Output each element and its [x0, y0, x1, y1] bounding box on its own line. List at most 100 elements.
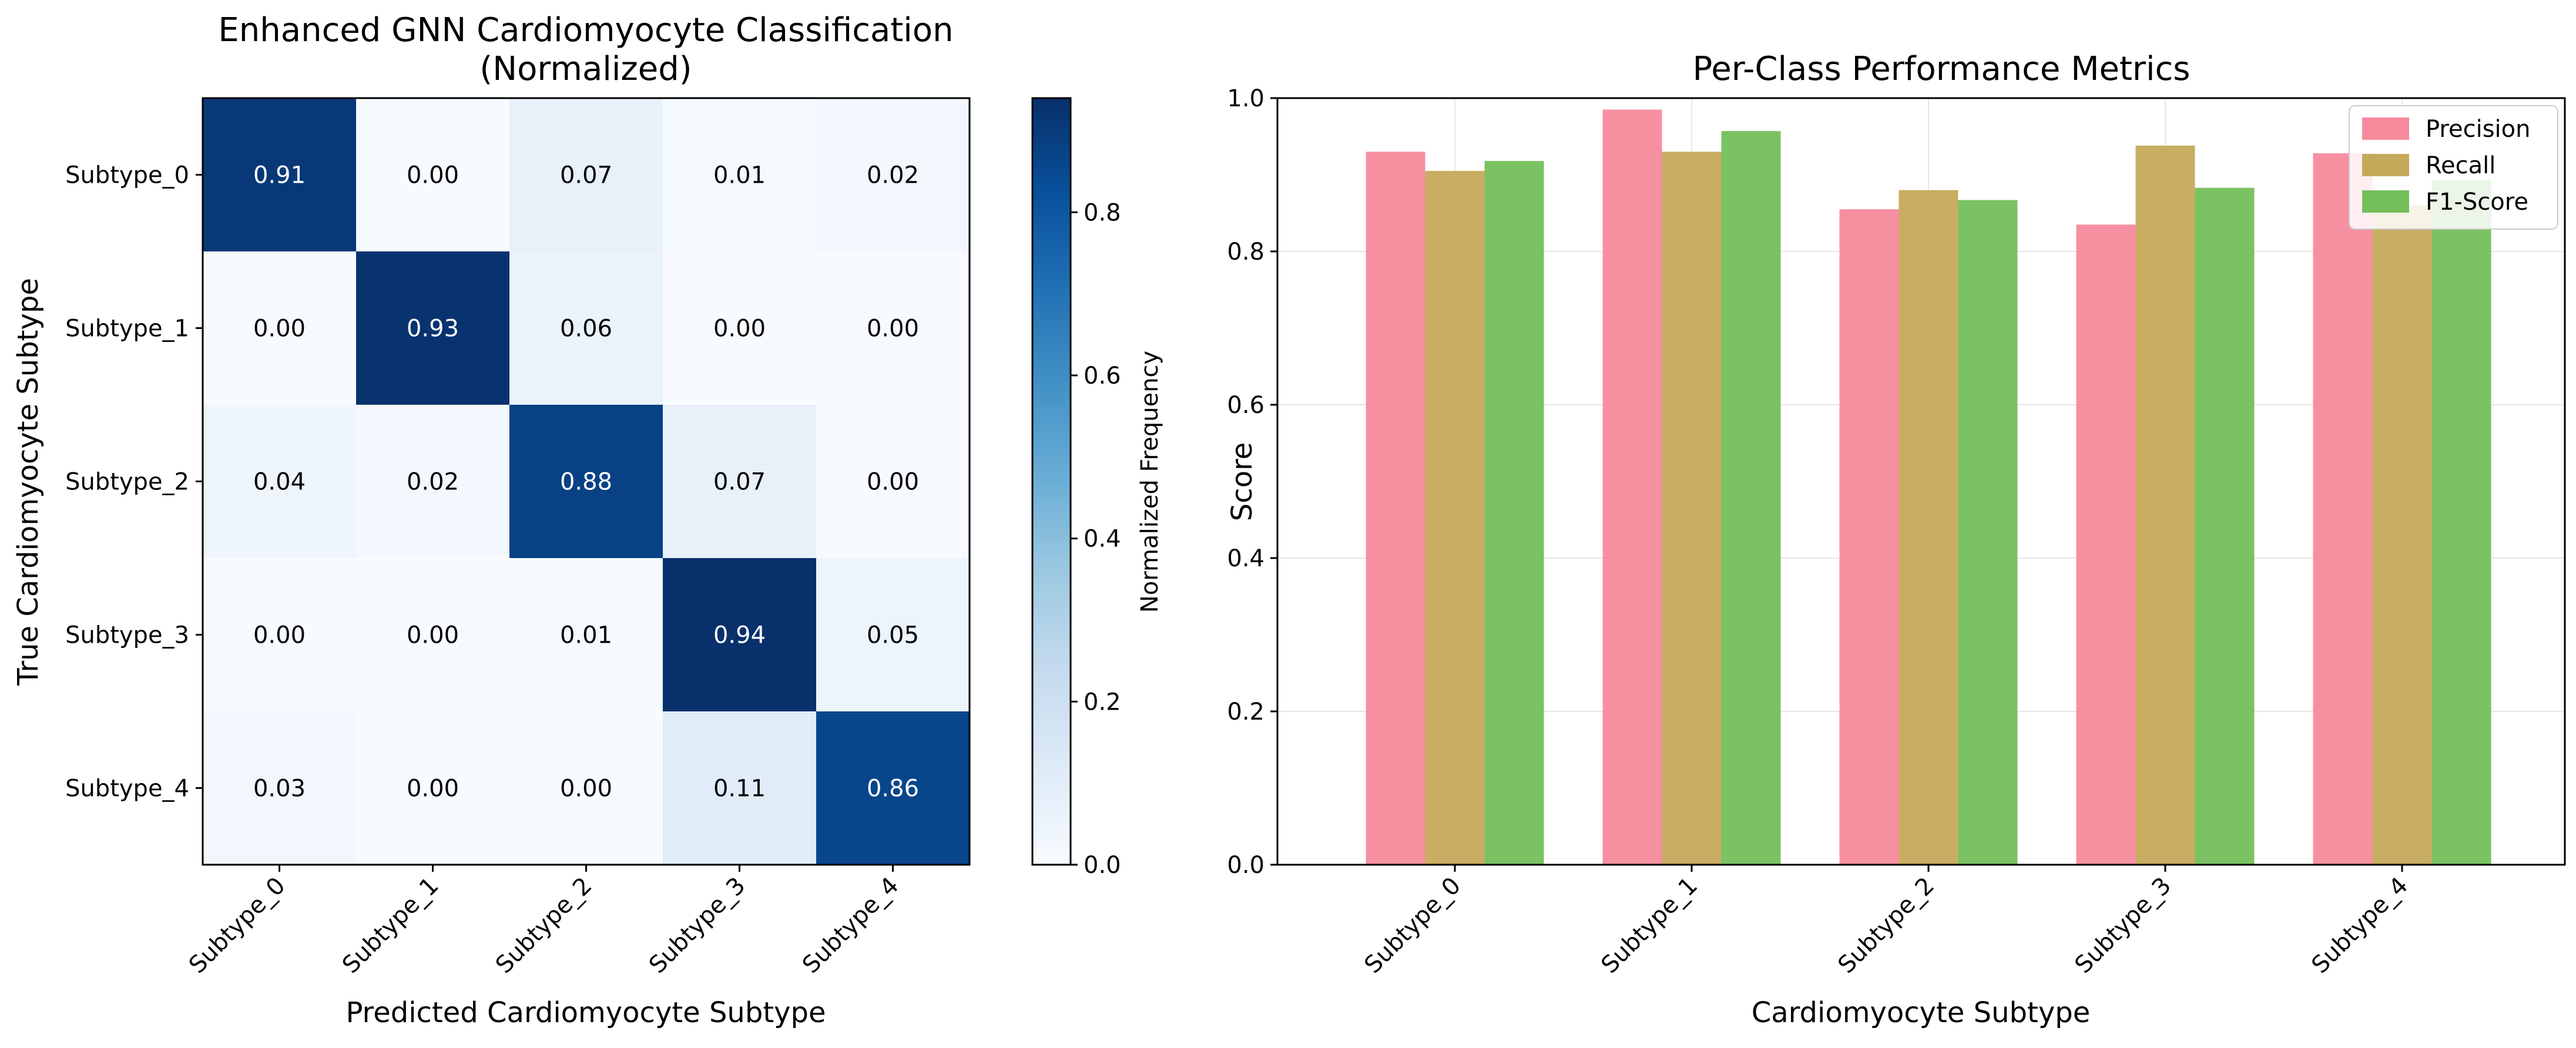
heatmap-y-tick-label: Subtype_4	[65, 775, 189, 802]
bar-ylabel: Score	[1226, 442, 1259, 521]
bar-f1-score-subtype-1	[1721, 131, 1781, 865]
heatmap-cell	[356, 251, 509, 405]
bar-chart-panel: Per-Class Performance Metrics 0.0 0.2 0.4 0…	[1226, 50, 2566, 1029]
legend-label: Recall	[2426, 152, 2496, 179]
bar-xlabel: Cardiomyocyte Subtype	[1752, 996, 2091, 1029]
colorbar	[1031, 97, 1072, 866]
heatmap-cell	[816, 558, 970, 711]
heatmap-cell-label: 0.88	[560, 469, 612, 496]
heatmap-cell-label: 0.05	[867, 622, 919, 649]
bar-recall-subtype-1	[1662, 152, 1722, 865]
legend-label: Precision	[2426, 116, 2530, 143]
heatmap-cell	[509, 251, 663, 405]
bar-f1-score-subtype-3	[2195, 187, 2255, 865]
heatmap-cell-label: 0.00	[560, 775, 612, 802]
bar-y-tick-label: 0.0	[1227, 852, 1264, 879]
bar-y-tick-label: 0.2	[1227, 698, 1264, 725]
heatmap-cell-label: 0.93	[407, 315, 459, 342]
heatmap-y-tick-label: Subtype_1	[65, 315, 189, 342]
colorbar-tick-label: 0.6	[1084, 362, 1121, 389]
heatmap-cell-label: 0.00	[407, 622, 459, 649]
bar-x-tick-label: Subtype_2	[1833, 872, 1940, 979]
heatmap-cell-label: 0.11	[713, 775, 766, 802]
heatmap-cell-label: 0.06	[560, 315, 612, 342]
bar-series	[1366, 109, 2491, 865]
heatmap-title: Enhanced GNN Cardiomyocyte Classificatio…	[218, 11, 953, 49]
bar-precision-subtype-4	[2313, 153, 2373, 865]
bar-x-tick-label: Subtype_1	[1596, 872, 1703, 979]
colorbar-label: Normalized Frequency	[1136, 351, 1163, 613]
heatmap-cell-label: 0.00	[253, 315, 306, 342]
heatmap-y-tick-label: Subtype_3	[65, 622, 189, 649]
heatmap-cell-label: 0.04	[253, 469, 306, 496]
heatmap-cell-label: 0.94	[713, 622, 766, 649]
heatmap-cell	[663, 558, 816, 711]
bar-y-tick-label: 0.4	[1227, 545, 1264, 572]
heatmap-cell	[663, 251, 816, 405]
heatmap-xlabel: Predicted Cardiomyocyte Subtype	[346, 996, 826, 1029]
heatmap-cell	[509, 405, 663, 558]
heatmap-cell-label: 0.01	[713, 162, 766, 189]
heatmap-cell-label: 0.07	[713, 469, 766, 496]
heatmap-x-tick-label: Subtype_0	[184, 872, 291, 979]
heatmap-subtitle: (Normalized)	[479, 50, 692, 88]
heatmap-x-ticks: Subtype_0 Subtype_1 Subtype_2 Subtype_3 Subt…	[184, 865, 904, 979]
heatmap-cell	[509, 711, 663, 865]
heatmap-cell	[203, 711, 356, 865]
heatmap-x-tick-label: Subtype_3	[644, 872, 751, 979]
heatmap-y-ticks: Subtype_0 Subtype_1 Subtype_2 Subtype_3 Subt…	[65, 162, 203, 802]
colorbar-tick-label: 0.2	[1084, 688, 1121, 716]
heatmap-cell	[203, 558, 356, 711]
colorbar-tick-label: 0.4	[1084, 526, 1121, 553]
heatmap-cell	[203, 405, 356, 558]
heatmap-cell-label: 0.07	[560, 162, 612, 189]
legend-swatch	[2362, 117, 2409, 140]
heatmap-x-tick-label: Subtype_1	[337, 872, 444, 979]
bar-y-tick-label: 0.8	[1227, 239, 1264, 266]
heatmap-cell	[356, 711, 509, 865]
bar-legend: Precision Recall F1-Score	[2349, 105, 2558, 230]
heatmap-y-tick-label: Subtype_2	[65, 469, 189, 496]
heatmap-cell	[509, 558, 663, 711]
bar-x-tick-label: Subtype_3	[2069, 872, 2176, 979]
heatmap-cell-label: 0.00	[713, 315, 766, 342]
bar-y-tick-label: 0.6	[1227, 392, 1264, 419]
heatmap-ylabel: True Cardiomyocyte Subtype	[12, 278, 45, 686]
bar-precision-subtype-0	[1366, 152, 1425, 865]
heatmap-cell	[816, 98, 970, 251]
heatmap-cell	[663, 98, 816, 251]
bar-x-tick-label: Subtype_4	[2306, 872, 2413, 979]
heatmap-cell	[663, 405, 816, 558]
colorbar-tick-label: 0.8	[1084, 199, 1121, 226]
bar-precision-subtype-2	[1839, 209, 1899, 865]
bar-precision-subtype-1	[1602, 109, 1662, 865]
bar-axes-frame	[1276, 97, 2566, 866]
heatmap-cell-label: 0.03	[253, 775, 306, 802]
heatmap-cell	[663, 711, 816, 865]
confusion-matrix-panel: Enhanced GNN Cardiomyocyte Classificatio…	[12, 11, 1163, 1029]
heatmap-cell-labels: 0.91 0.00 0.07 0.01 0.02 0.00 0.93 0.06 0.00 0.00…	[253, 162, 919, 802]
heatmap-cell-label: 0.00	[253, 622, 306, 649]
heatmap-cell-label: 0.00	[407, 162, 459, 189]
legend-swatch	[2362, 190, 2409, 213]
heatmap-cell-label: 0.00	[867, 315, 919, 342]
bar-title: Per-Class Performance Metrics	[1693, 50, 2191, 88]
heatmap-cell-label: 0.01	[560, 622, 612, 649]
heatmap-cell	[816, 251, 970, 405]
legend-label: F1-Score	[2426, 189, 2528, 216]
heatmap-cell	[356, 558, 509, 711]
heatmap-cell	[203, 251, 356, 405]
heatmap-cell	[816, 405, 970, 558]
heatmap-x-tick-label: Subtype_2	[491, 872, 598, 979]
heatmap-cell	[356, 98, 509, 251]
bar-f1-score-subtype-0	[1484, 161, 1544, 865]
heatmap-cells	[203, 98, 970, 865]
bar-recall-subtype-4	[2372, 205, 2432, 865]
heatmap-cell-label: 0.91	[253, 162, 306, 189]
heatmap-cell	[816, 711, 970, 865]
bar-f1-score-subtype-4	[2431, 180, 2491, 865]
legend-swatch	[2362, 154, 2409, 176]
bar-x-ticks: Subtype_0 Subtype_1 Subtype_2 Subtype_3 Subt…	[1359, 865, 2413, 979]
